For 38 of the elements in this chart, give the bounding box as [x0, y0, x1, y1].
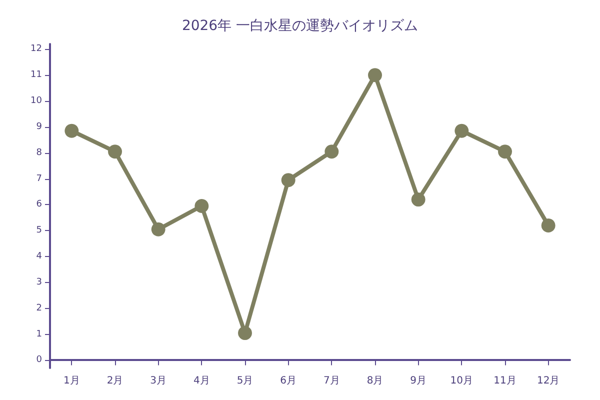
x-tick-label: 10月 [450, 376, 474, 386]
x-tick-label: 3月 [150, 376, 167, 386]
point [281, 173, 296, 188]
x-tick-label: 11月 [494, 376, 516, 386]
y-tick-label: 6 [36, 200, 42, 210]
x-tick-label: 4月 [193, 376, 210, 386]
x-tick-label: 9月 [410, 376, 427, 386]
y-tick-label: 11 [30, 70, 42, 80]
y-tick-label: 9 [36, 122, 42, 132]
y-tick-label: 1 [36, 329, 42, 340]
y-tick-label: 5 [36, 226, 42, 236]
y-tick-label: 7 [36, 174, 42, 184]
y-tick-label: 2 [36, 303, 42, 314]
point [368, 68, 382, 82]
x-tick-label: 7月 [323, 376, 340, 386]
y-tick-label: 8 [36, 148, 42, 158]
point [194, 199, 209, 213]
point [454, 124, 469, 138]
x-tick-label: 1月 [63, 376, 80, 386]
point [498, 144, 512, 159]
point [64, 124, 79, 138]
y-tick-label: 4 [36, 252, 42, 262]
x-tick-label: 2月 [106, 376, 124, 386]
y-tick-label: 3 [36, 277, 42, 288]
point [411, 192, 426, 207]
chart-title: 2026年 一白水星の運勢バイオリズム [182, 18, 418, 34]
point [151, 222, 166, 236]
x-tick-label: 8月 [366, 376, 384, 386]
y-tick-label: 12 [30, 44, 42, 54]
point [108, 144, 122, 159]
y-tick-label: 10 [30, 96, 42, 106]
y-tick-label: 0 [36, 355, 42, 366]
point [324, 144, 339, 159]
x-tick-label: 5月 [236, 376, 254, 386]
point [541, 218, 556, 232]
x-tick-label: 6月 [280, 376, 297, 386]
x-tick-label: 12月 [536, 376, 560, 386]
point [238, 326, 252, 340]
